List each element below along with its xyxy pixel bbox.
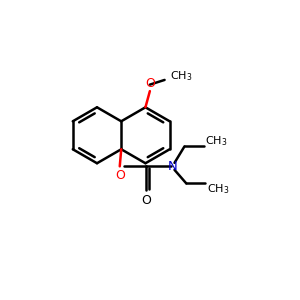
Text: CH$_3$: CH$_3$ (205, 134, 227, 148)
Text: O: O (145, 76, 155, 90)
Text: O: O (141, 194, 151, 207)
Text: N: N (167, 160, 177, 173)
Text: O: O (115, 169, 125, 182)
Text: CH$_3$: CH$_3$ (170, 70, 193, 83)
Text: CH$_3$: CH$_3$ (207, 182, 229, 196)
